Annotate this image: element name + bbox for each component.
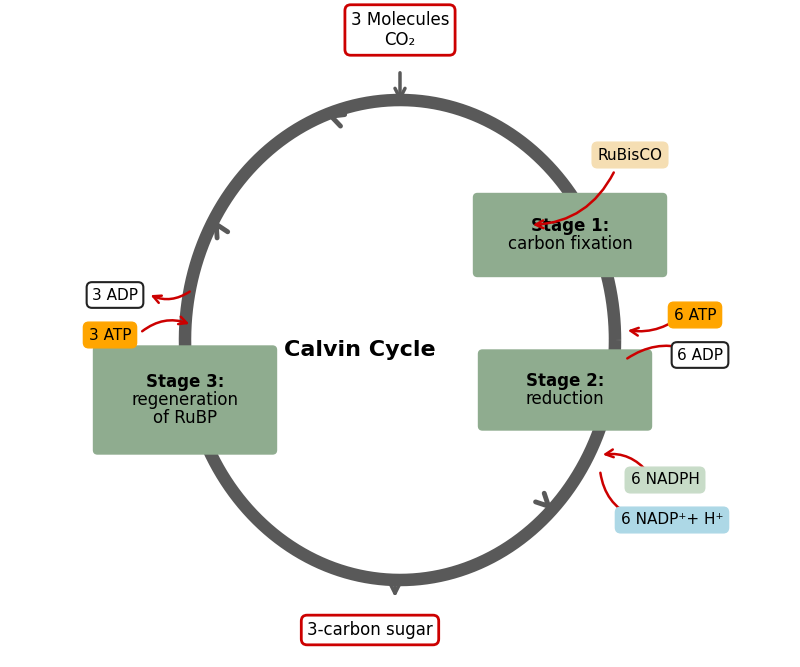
FancyBboxPatch shape — [94, 346, 277, 454]
Text: Calvin Cycle: Calvin Cycle — [284, 340, 436, 360]
Text: regeneration: regeneration — [131, 391, 238, 409]
Text: RuBisCO: RuBisCO — [598, 147, 662, 163]
FancyBboxPatch shape — [478, 350, 651, 430]
Text: 3 Molecules
CO₂: 3 Molecules CO₂ — [350, 11, 450, 49]
Text: 6 ADP: 6 ADP — [677, 348, 723, 362]
Text: Stage 3:: Stage 3: — [146, 373, 224, 391]
Text: of RuBP: of RuBP — [153, 409, 217, 427]
Text: reduction: reduction — [526, 390, 604, 408]
Text: 6 NADP⁺+ H⁺: 6 NADP⁺+ H⁺ — [621, 512, 723, 528]
FancyBboxPatch shape — [474, 193, 666, 277]
Text: Stage 2:: Stage 2: — [526, 372, 604, 390]
Text: 6 ATP: 6 ATP — [674, 307, 716, 323]
Text: carbon fixation: carbon fixation — [508, 235, 632, 253]
Text: 3 ADP: 3 ADP — [92, 287, 138, 303]
Text: 3-carbon sugar: 3-carbon sugar — [307, 621, 433, 639]
Text: Stage 1:: Stage 1: — [531, 217, 609, 235]
Text: 3 ATP: 3 ATP — [89, 327, 131, 342]
Text: 6 NADPH: 6 NADPH — [630, 472, 699, 488]
